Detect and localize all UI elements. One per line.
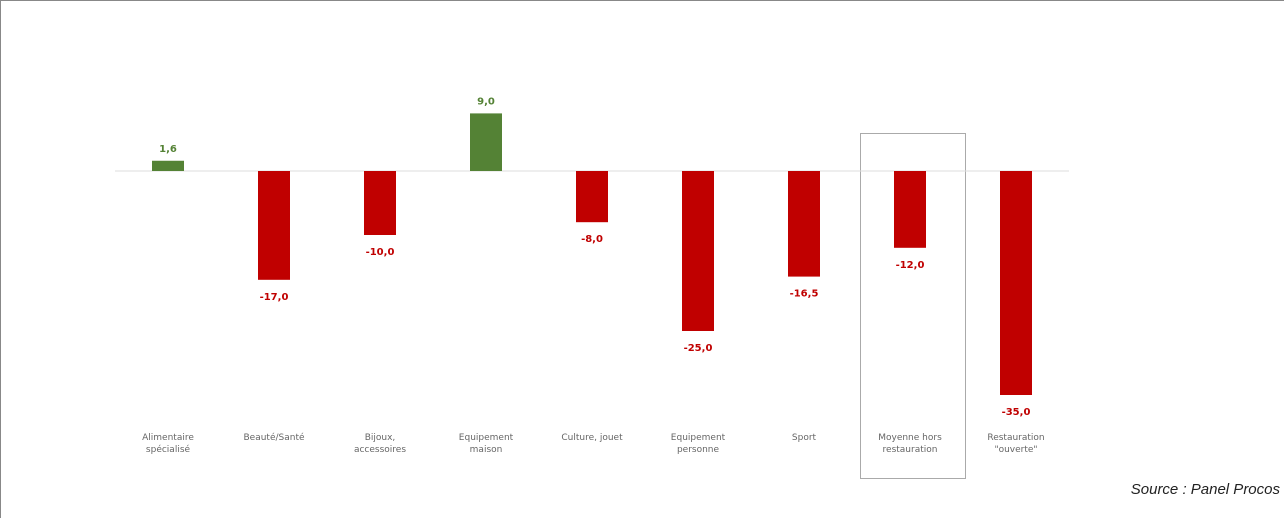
x-tick-label: Equipement personne (670, 433, 726, 455)
value-label: -35,0 (1002, 407, 1031, 418)
value-label: -12,0 (896, 260, 925, 271)
bar (894, 171, 926, 248)
bar (258, 171, 290, 280)
bar (788, 171, 820, 277)
bar (682, 171, 714, 331)
x-tick-label: Moyenne hors restauration (878, 433, 942, 455)
x-tick-label: Equipement maison (458, 433, 514, 455)
value-label: -10,0 (366, 247, 395, 258)
bar (1000, 171, 1032, 395)
x-tick-label: Bijoux, accessoires (353, 433, 407, 455)
source-note: Source : Panel Procos (1130, 481, 1280, 498)
value-label: -25,0 (684, 343, 713, 354)
bar (576, 171, 608, 223)
value-label: 1,6 (159, 144, 177, 155)
value-label: 9,0 (477, 96, 495, 107)
value-label: -17,0 (260, 292, 289, 303)
x-tick-label: Beauté/Santé (243, 433, 305, 443)
x-tick-label: Culture, jouet (561, 433, 623, 443)
bar (470, 113, 502, 171)
x-tick-label: Sport (791, 433, 817, 443)
bar (364, 171, 396, 235)
value-label: -16,5 (790, 289, 819, 300)
x-tick-label: Restauration "ouverte" (987, 433, 1045, 455)
bar (152, 160, 184, 171)
value-label: -8,0 (581, 234, 603, 245)
highlight-box (860, 133, 966, 479)
x-tick-label: Alimentaire spécialisé (142, 433, 194, 455)
